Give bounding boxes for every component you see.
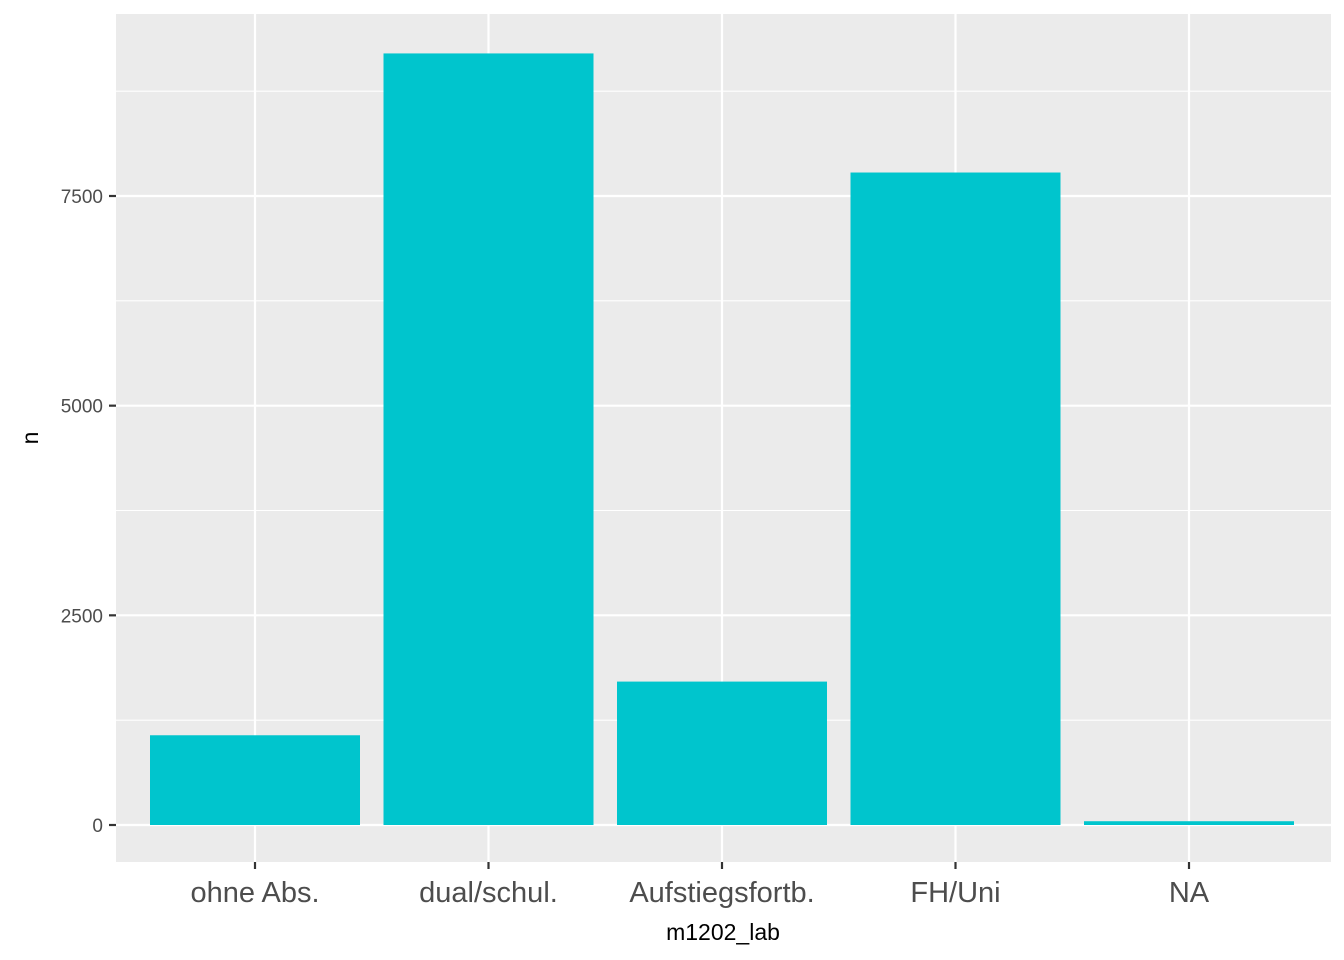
y-axis: 0 2500 5000 7500 <box>61 187 116 837</box>
bar <box>617 681 827 825</box>
x-axis-title: m1202_lab <box>666 919 780 945</box>
y-axis-title: n <box>17 432 43 445</box>
minor-gridlines <box>116 90 1331 721</box>
x-tick-label: FH/Uni <box>910 877 1000 909</box>
bar <box>1084 821 1294 825</box>
y-tick-label: 5000 <box>61 397 103 418</box>
y-tick-label: 2500 <box>61 606 103 627</box>
y-tick-label: 0 <box>92 816 103 837</box>
bars <box>150 53 1294 826</box>
y-tick-label: 7500 <box>61 187 103 208</box>
bar <box>850 172 1061 825</box>
bar <box>150 735 360 825</box>
x-tick-label: NA <box>1169 877 1210 909</box>
x-tick-label: Aufstiegsfortb. <box>629 877 814 909</box>
x-tick-label: dual/schul. <box>419 877 558 909</box>
x-axis: ohne Abs. dual/schul. Aufstiegsfortb. FH/Un… <box>191 862 1210 909</box>
x-tick-label: ohne Abs. <box>191 877 320 909</box>
bar <box>383 53 594 826</box>
